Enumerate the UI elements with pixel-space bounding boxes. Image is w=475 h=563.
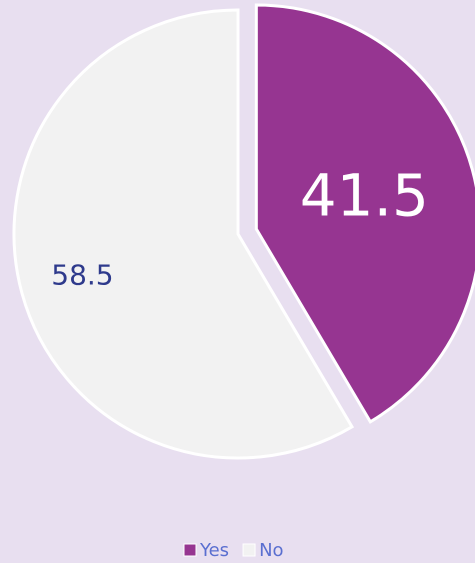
legend-label: Yes — [199, 540, 229, 561]
data-label: 58.5 — [51, 259, 113, 292]
legend-swatch — [183, 543, 197, 557]
pie-slice — [254, 3, 475, 424]
pie-slice — [12, 8, 355, 460]
data-label: 41.5 — [300, 162, 429, 230]
legend-label: No — [259, 540, 283, 561]
legend-swatch — [242, 543, 256, 557]
